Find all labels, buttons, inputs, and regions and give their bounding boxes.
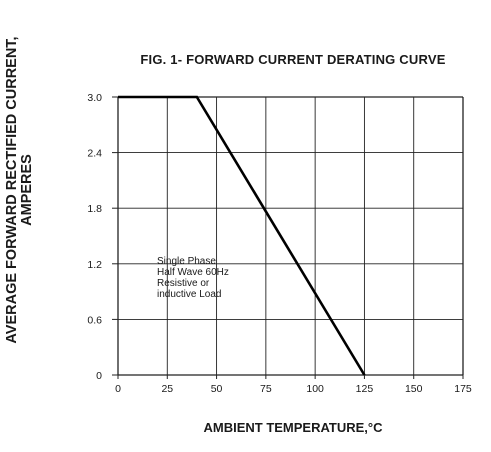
tick-labels: 0 25 50 75 100 125 150 175 3.0 2.4 1.8 1.2 0.6 0 — [87, 92, 472, 395]
chart-title: FIG. 1- FORWARD CURRENT DERATING CURVE — [140, 52, 446, 67]
note-line-2: Half Wave 60Hz — [157, 267, 229, 278]
load-condition-note: Single Phase Half Wave 60Hz Resistive or… — [157, 256, 229, 300]
curve-group — [118, 95, 366, 376]
y-axis-label: AVERAGE FORWARD RECTIFIED CURRENT, AMPER… — [4, 0, 35, 380]
y-tick-label: 0 — [96, 370, 102, 382]
y-tick-label: 3.0 — [87, 92, 102, 104]
y-axis-label-line-2: AMPERES — [19, 154, 35, 226]
x-axis-label: AMBIENT TEMPERATURE,°C — [203, 420, 383, 435]
derating-curve-line — [118, 95, 366, 376]
x-tick-label: 100 — [306, 383, 324, 395]
note-line-4: inductive Load — [157, 289, 222, 300]
x-tick-label: 25 — [161, 383, 173, 395]
grid — [112, 96, 464, 379]
y-axis-label-line-1: AVERAGE FORWARD RECTIFIED CURRENT, — [4, 36, 20, 344]
x-tick-label: 75 — [260, 383, 272, 395]
y-tick-label: 1.8 — [87, 203, 102, 215]
y-tick-label: 2.4 — [87, 148, 102, 160]
x-tick-label: 175 — [454, 383, 472, 395]
y-tick-label: 0.6 — [87, 314, 102, 326]
note-line-1: Single Phase — [157, 256, 216, 267]
x-tick-label: 50 — [211, 383, 223, 395]
note-line-3: Resistive or — [157, 278, 210, 289]
y-tick-label: 1.2 — [87, 259, 102, 271]
x-tick-label: 0 — [115, 383, 121, 395]
x-tick-label: 125 — [356, 383, 374, 395]
x-tick-label: 150 — [405, 383, 423, 395]
